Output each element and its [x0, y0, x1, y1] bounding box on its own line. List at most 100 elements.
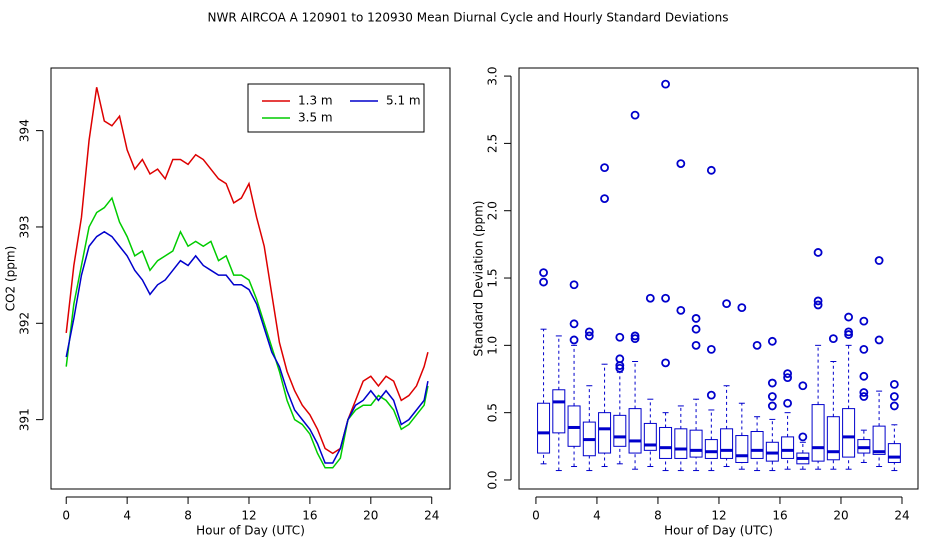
outlier — [859, 316, 869, 326]
outlier — [569, 280, 579, 290]
outlier — [783, 373, 792, 383]
outlier — [661, 358, 670, 368]
outlier — [661, 293, 670, 303]
box — [674, 428, 688, 459]
outlier — [706, 344, 716, 354]
outlier — [859, 392, 869, 401]
box — [598, 412, 612, 454]
legend-label: 1.3 m — [298, 94, 333, 108]
y-tick-label: 0.5 — [486, 403, 500, 422]
x-tick-label: 0 — [532, 509, 540, 523]
y-tick-label: 2.5 — [486, 134, 500, 153]
y-tick-label: 3.0 — [486, 67, 500, 86]
outlier — [706, 165, 716, 175]
outlier — [752, 340, 762, 350]
legend-label: 5.1 m — [386, 94, 421, 108]
box — [704, 439, 718, 459]
y-tick-label: 1.5 — [486, 268, 500, 287]
outlier — [645, 293, 655, 303]
outlier — [600, 194, 609, 203]
x-tick-label: 8 — [184, 509, 192, 523]
y-tick-label: 394 — [18, 119, 32, 142]
plot-box — [518, 67, 919, 490]
outlier — [539, 268, 548, 278]
legend-label: 3.5 m — [298, 111, 333, 125]
outlier — [676, 159, 686, 168]
outlier — [767, 392, 777, 401]
x-axis-label: Hour of Day (UTC) — [196, 524, 305, 538]
outlier — [569, 319, 579, 329]
y-tick-label: 1.0 — [486, 336, 500, 355]
outlier — [706, 390, 716, 400]
x-tick-label: 20 — [363, 509, 378, 523]
y-tick-label: 392 — [18, 312, 32, 335]
y-tick-label: 0.0 — [486, 470, 500, 489]
y-tick-label: 2.0 — [486, 201, 500, 220]
outlier — [798, 432, 808, 442]
box — [689, 429, 703, 458]
outlier — [783, 369, 792, 379]
outlier — [722, 299, 731, 309]
x-tick-label: 0 — [62, 509, 70, 523]
box — [826, 416, 840, 461]
box — [735, 435, 749, 463]
series-line — [65, 230, 429, 464]
x-tick-label: 4 — [123, 509, 131, 523]
box — [887, 443, 901, 463]
box — [781, 436, 795, 459]
outlier — [844, 330, 854, 339]
outlier — [691, 340, 701, 350]
box — [872, 425, 886, 455]
outlier — [600, 163, 609, 173]
outlier — [767, 378, 777, 388]
series-line — [65, 196, 429, 469]
x-tick-label: 24 — [424, 509, 439, 523]
box — [537, 402, 551, 454]
outlier — [615, 332, 625, 342]
outlier — [889, 401, 899, 411]
outlier — [844, 327, 854, 337]
outlier — [767, 401, 777, 411]
outlier — [630, 110, 640, 120]
box — [720, 428, 734, 459]
x-tick-label: 20 — [833, 509, 848, 523]
x-tick-label: 24 — [894, 509, 909, 523]
outlier — [615, 354, 625, 364]
x-tick-label: 16 — [302, 509, 317, 523]
outlier — [737, 303, 747, 313]
legend: 1.3 m 3.5 m 5.1 m — [247, 83, 425, 133]
box — [750, 431, 764, 459]
outlier — [676, 305, 686, 315]
x-tick-label: 12 — [241, 509, 256, 523]
outlier — [874, 335, 884, 345]
outlier — [889, 379, 899, 389]
x-tick-label: 4 — [593, 509, 601, 523]
plot-box — [50, 67, 451, 490]
legend-box — [247, 83, 425, 133]
outlier — [859, 371, 869, 381]
outlier — [691, 314, 701, 323]
outlier — [661, 79, 670, 89]
x-axis-label: Hour of Day (UTC) — [664, 524, 773, 538]
series-line — [65, 87, 429, 455]
outlier — [889, 392, 899, 401]
box — [659, 426, 673, 459]
y-tick-label: 391 — [18, 408, 32, 431]
outlier — [874, 256, 884, 265]
x-tick-label: 16 — [772, 509, 787, 523]
outlier — [630, 334, 640, 344]
box — [628, 408, 642, 454]
y-tick-label: 393 — [18, 216, 32, 239]
outlier — [813, 248, 823, 257]
box — [552, 389, 566, 434]
figure-title: NWR AIRCOA A 120901 to 120930 Mean Diurn… — [208, 11, 729, 25]
box — [613, 414, 627, 447]
outlier — [630, 331, 640, 341]
outlier — [844, 312, 854, 322]
x-tick-label: 8 — [654, 509, 662, 523]
outlier — [539, 277, 548, 287]
outlier — [584, 331, 594, 341]
outlier — [813, 296, 823, 306]
outlier — [691, 324, 701, 334]
